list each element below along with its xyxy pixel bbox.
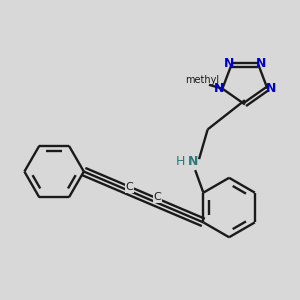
Text: N: N — [188, 155, 199, 169]
Text: methyl: methyl — [185, 76, 219, 85]
Text: N: N — [224, 57, 234, 70]
Text: C: C — [126, 182, 134, 192]
Text: N: N — [214, 82, 224, 95]
Text: N: N — [256, 57, 266, 70]
Text: C: C — [154, 192, 161, 202]
Text: N: N — [266, 82, 276, 95]
Text: H: H — [176, 155, 185, 169]
